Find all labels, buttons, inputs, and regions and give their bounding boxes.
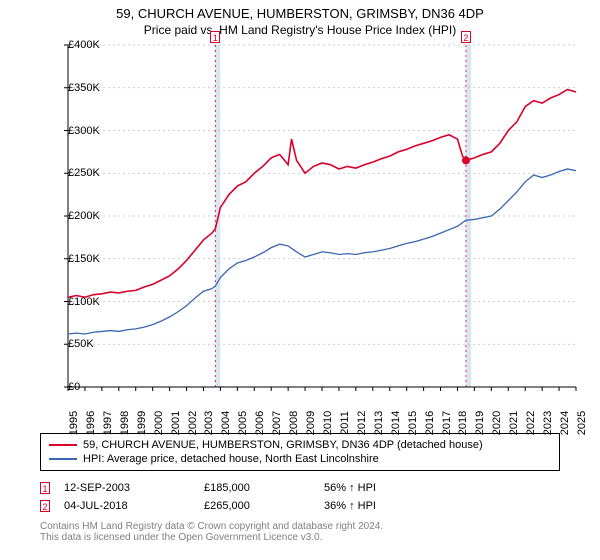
x-axis-label: 2017 [441,411,453,435]
chart-area: £0£50K£100K£150K£200K£250K£300K£350K£400… [20,41,580,391]
legend: 59, CHURCH AVENUE, HUMBERSTON, GRIMSBY, … [40,433,560,471]
sale-vs-hpi: 56% ↑ HPI [324,482,464,494]
sale-marker: 2 [40,500,50,512]
x-axis-label: 2010 [322,411,334,435]
sale-price: £265,000 [204,500,324,512]
x-axis-label: 2022 [525,411,537,435]
sale-date: 04-JUL-2018 [64,500,204,512]
footnote: Contains HM Land Registry data © Crown c… [40,521,560,543]
footnote-line: This data is licensed under the Open Gov… [40,532,560,543]
x-axis-label: 2007 [271,411,283,435]
sale-marker: 1 [210,31,220,43]
x-axis-label: 2014 [390,411,402,435]
x-axis-label: 2005 [237,411,249,435]
x-axis-label: 2009 [305,411,317,435]
x-axis-label: 2015 [407,411,419,435]
legend-label-2: HPI: Average price, detached house, Nort… [83,453,379,465]
x-axis-label: 2025 [576,411,588,435]
sales-table: 1 12-SEP-2003£185,00056% ↑ HPI 2 04-JUL-201… [40,479,560,515]
table-row: 1 12-SEP-2003£185,00056% ↑ HPI [40,479,560,497]
x-axis-label: 2023 [542,411,554,435]
x-axis-label: 2001 [170,411,182,435]
x-axis-label: 1996 [85,411,97,435]
x-axis-label: 2021 [508,411,520,435]
x-axis-label: 1998 [119,411,131,435]
sale-price: £185,000 [204,482,324,494]
page-title: 59, CHURCH AVENUE, HUMBERSTON, GRIMSBY, … [0,6,600,21]
x-axis-label: 1995 [68,411,80,435]
legend-swatch-2 [49,458,77,460]
x-axis-label: 2008 [288,411,300,435]
x-axis-label: 2013 [373,411,385,435]
x-axis-label: 2019 [474,411,486,435]
x-axis-label: 2011 [339,411,351,435]
x-axis-label: 2018 [457,411,469,435]
table-row: 2 04-JUL-2018£265,00036% ↑ HPI [40,497,560,515]
x-axis-label: 2020 [491,411,503,435]
sale-marker: 2 [461,31,471,43]
x-axis-label: 1997 [102,411,114,435]
x-axis-label: 2004 [220,411,232,435]
line-chart [20,41,580,391]
sale-marker: 1 [40,482,50,494]
sale-vs-hpi: 36% ↑ HPI [324,500,464,512]
x-axis-label: 2000 [153,411,165,435]
x-axis-label: 1999 [136,411,148,435]
x-axis-label: 2003 [203,411,215,435]
footnote-line: Contains HM Land Registry data © Crown c… [40,521,560,532]
legend-label-1: 59, CHURCH AVENUE, HUMBERSTON, GRIMSBY, … [83,439,483,451]
sale-date: 12-SEP-2003 [64,482,204,494]
legend-swatch-1 [49,444,77,446]
x-axis-label: 2016 [424,411,436,435]
x-axis-label: 2012 [356,411,368,435]
page-subtitle: Price paid vs. HM Land Registry's House … [0,23,600,37]
x-axis-label: 2002 [187,411,199,435]
x-axis-label: 2024 [559,411,571,435]
x-axis-label: 2006 [254,411,266,435]
